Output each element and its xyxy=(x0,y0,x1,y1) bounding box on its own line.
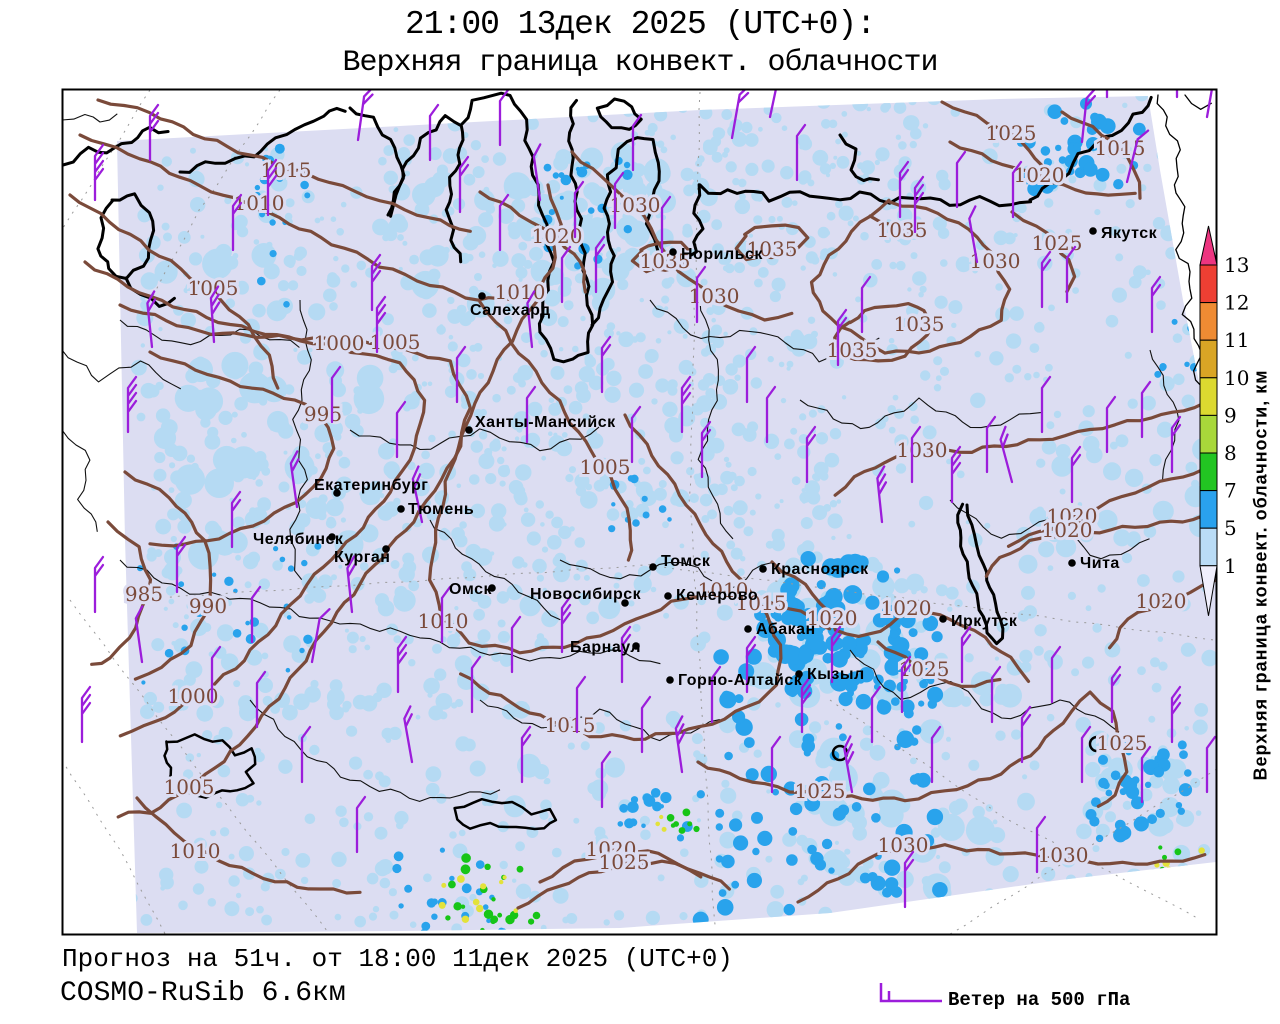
city-label: Екатеринбург xyxy=(314,477,428,494)
isobar-label: 1035 xyxy=(827,338,878,362)
isobar-label: 1030 xyxy=(878,833,929,857)
isobar-label: 1025 xyxy=(1032,231,1083,255)
isobar-label: 1035 xyxy=(877,218,928,242)
colorbar-segment xyxy=(1200,265,1217,303)
isobar-label: 1020 xyxy=(1014,163,1065,187)
colorbar-segment xyxy=(1200,303,1217,341)
city-dot xyxy=(465,426,473,434)
isobar-label: 1025 xyxy=(795,779,846,803)
colorbar-tick-label: 1 xyxy=(1224,554,1237,578)
colorbar-arrow-up xyxy=(1200,226,1217,265)
colorbar-tick-label: 12 xyxy=(1224,291,1249,315)
city-dot xyxy=(478,292,486,300)
city-label: Иркутск xyxy=(951,613,1018,630)
city-dot xyxy=(649,563,657,571)
city-label: Тюмень xyxy=(408,501,474,518)
city-label: Барнаул xyxy=(570,639,641,656)
colorbar-segment xyxy=(1200,528,1217,566)
city-label: Красноярск xyxy=(771,561,869,578)
city-dot xyxy=(664,592,672,600)
city-label: Абакан xyxy=(756,621,816,638)
isobar-label: 1015 xyxy=(545,713,596,737)
wind-barb xyxy=(82,687,90,742)
isobar-label: 1005 xyxy=(164,775,215,799)
colorbar-tick-label: 11 xyxy=(1224,328,1249,352)
isobar-label: 1035 xyxy=(894,312,945,336)
city-label: Якутск xyxy=(1101,225,1158,242)
isobar-label: 1030 xyxy=(610,193,661,217)
city-label: Салехард xyxy=(470,302,551,319)
city-label: Кызыл xyxy=(807,666,865,683)
isobar-label: 1025 xyxy=(1097,731,1148,755)
isobar-label: 990 xyxy=(189,594,227,618)
wind-legend-label: Ветер на 500 гПа xyxy=(948,989,1130,1011)
wind-barb xyxy=(95,557,103,612)
weather-forecast-screen: 21:00 13дек 2025 (UTC+0): Верхняя границ… xyxy=(0,0,1280,1024)
city-label: Ханты-Мансийск xyxy=(475,414,616,431)
colorbar-segment xyxy=(1200,340,1217,378)
colorbar-segment xyxy=(1200,378,1217,416)
isobar-label: 1000 xyxy=(168,684,219,708)
isobar-label: 1010 xyxy=(170,839,221,863)
isobar-label: 1000 xyxy=(314,331,365,355)
city-dot xyxy=(669,248,677,256)
isobar-label: 985 xyxy=(125,582,163,606)
city-dot xyxy=(744,625,752,633)
isobar-label: 1020 xyxy=(1136,589,1187,613)
colorbar-tick-label: 8 xyxy=(1224,441,1237,465)
city-label: Омск xyxy=(449,581,492,598)
city-label: Челябинск xyxy=(253,531,344,548)
city-label: Томск xyxy=(661,553,711,570)
isobar-label: 1025 xyxy=(986,121,1037,145)
isobar-label: 1005 xyxy=(580,455,631,479)
city-label: Чита xyxy=(1080,555,1120,572)
isobar-label: 1025 xyxy=(599,850,650,874)
wind-legend-barb-icon xyxy=(881,983,942,1001)
city-label: Горно-Алтайск xyxy=(678,672,803,689)
isobar-label: 1020 xyxy=(1042,518,1093,542)
city-dot xyxy=(939,615,947,623)
isobar-label: 1020 xyxy=(881,596,932,620)
city-label: Кемерово xyxy=(676,587,758,604)
isobar-label: 1030 xyxy=(897,438,948,462)
colorbar-segment xyxy=(1200,491,1217,529)
city-dot xyxy=(397,505,405,513)
colorbar-tick-label: 9 xyxy=(1224,403,1237,427)
city-dot xyxy=(666,676,674,684)
city-dot xyxy=(759,565,767,573)
isobar-label: 1030 xyxy=(1038,843,1089,867)
colorbar: 13 12 11 10 9 8 7 5 1 xyxy=(1200,226,1249,616)
forecast-init-text: Прогноз на 51ч. от 18:00 11дек 2025 (UTC… xyxy=(62,944,733,974)
city-label: Курган xyxy=(334,549,390,566)
weather-map: 9859909951000100010051005100510051010101… xyxy=(0,0,1280,1024)
colorbar-axis-label: Верхняя граница конвект. облачности, км xyxy=(1251,369,1272,780)
colorbar-tick-label: 10 xyxy=(1224,366,1249,390)
city-dot xyxy=(1068,559,1076,567)
isobar-label: 1010 xyxy=(495,280,546,304)
city-label: Новосибирск xyxy=(530,586,642,603)
isobar-label: 995 xyxy=(304,402,342,426)
city-label: Норильск xyxy=(681,246,763,263)
colorbar-tick-label: 5 xyxy=(1224,516,1237,540)
city-dot xyxy=(1089,227,1097,235)
colorbar-segment xyxy=(1200,415,1217,453)
model-name-text: COSMO-RuSib 6.6км xyxy=(60,978,346,1009)
colorbar-segment xyxy=(1200,453,1217,491)
colorbar-tick-label: 7 xyxy=(1224,479,1237,503)
colorbar-tick-label: 13 xyxy=(1224,253,1249,277)
